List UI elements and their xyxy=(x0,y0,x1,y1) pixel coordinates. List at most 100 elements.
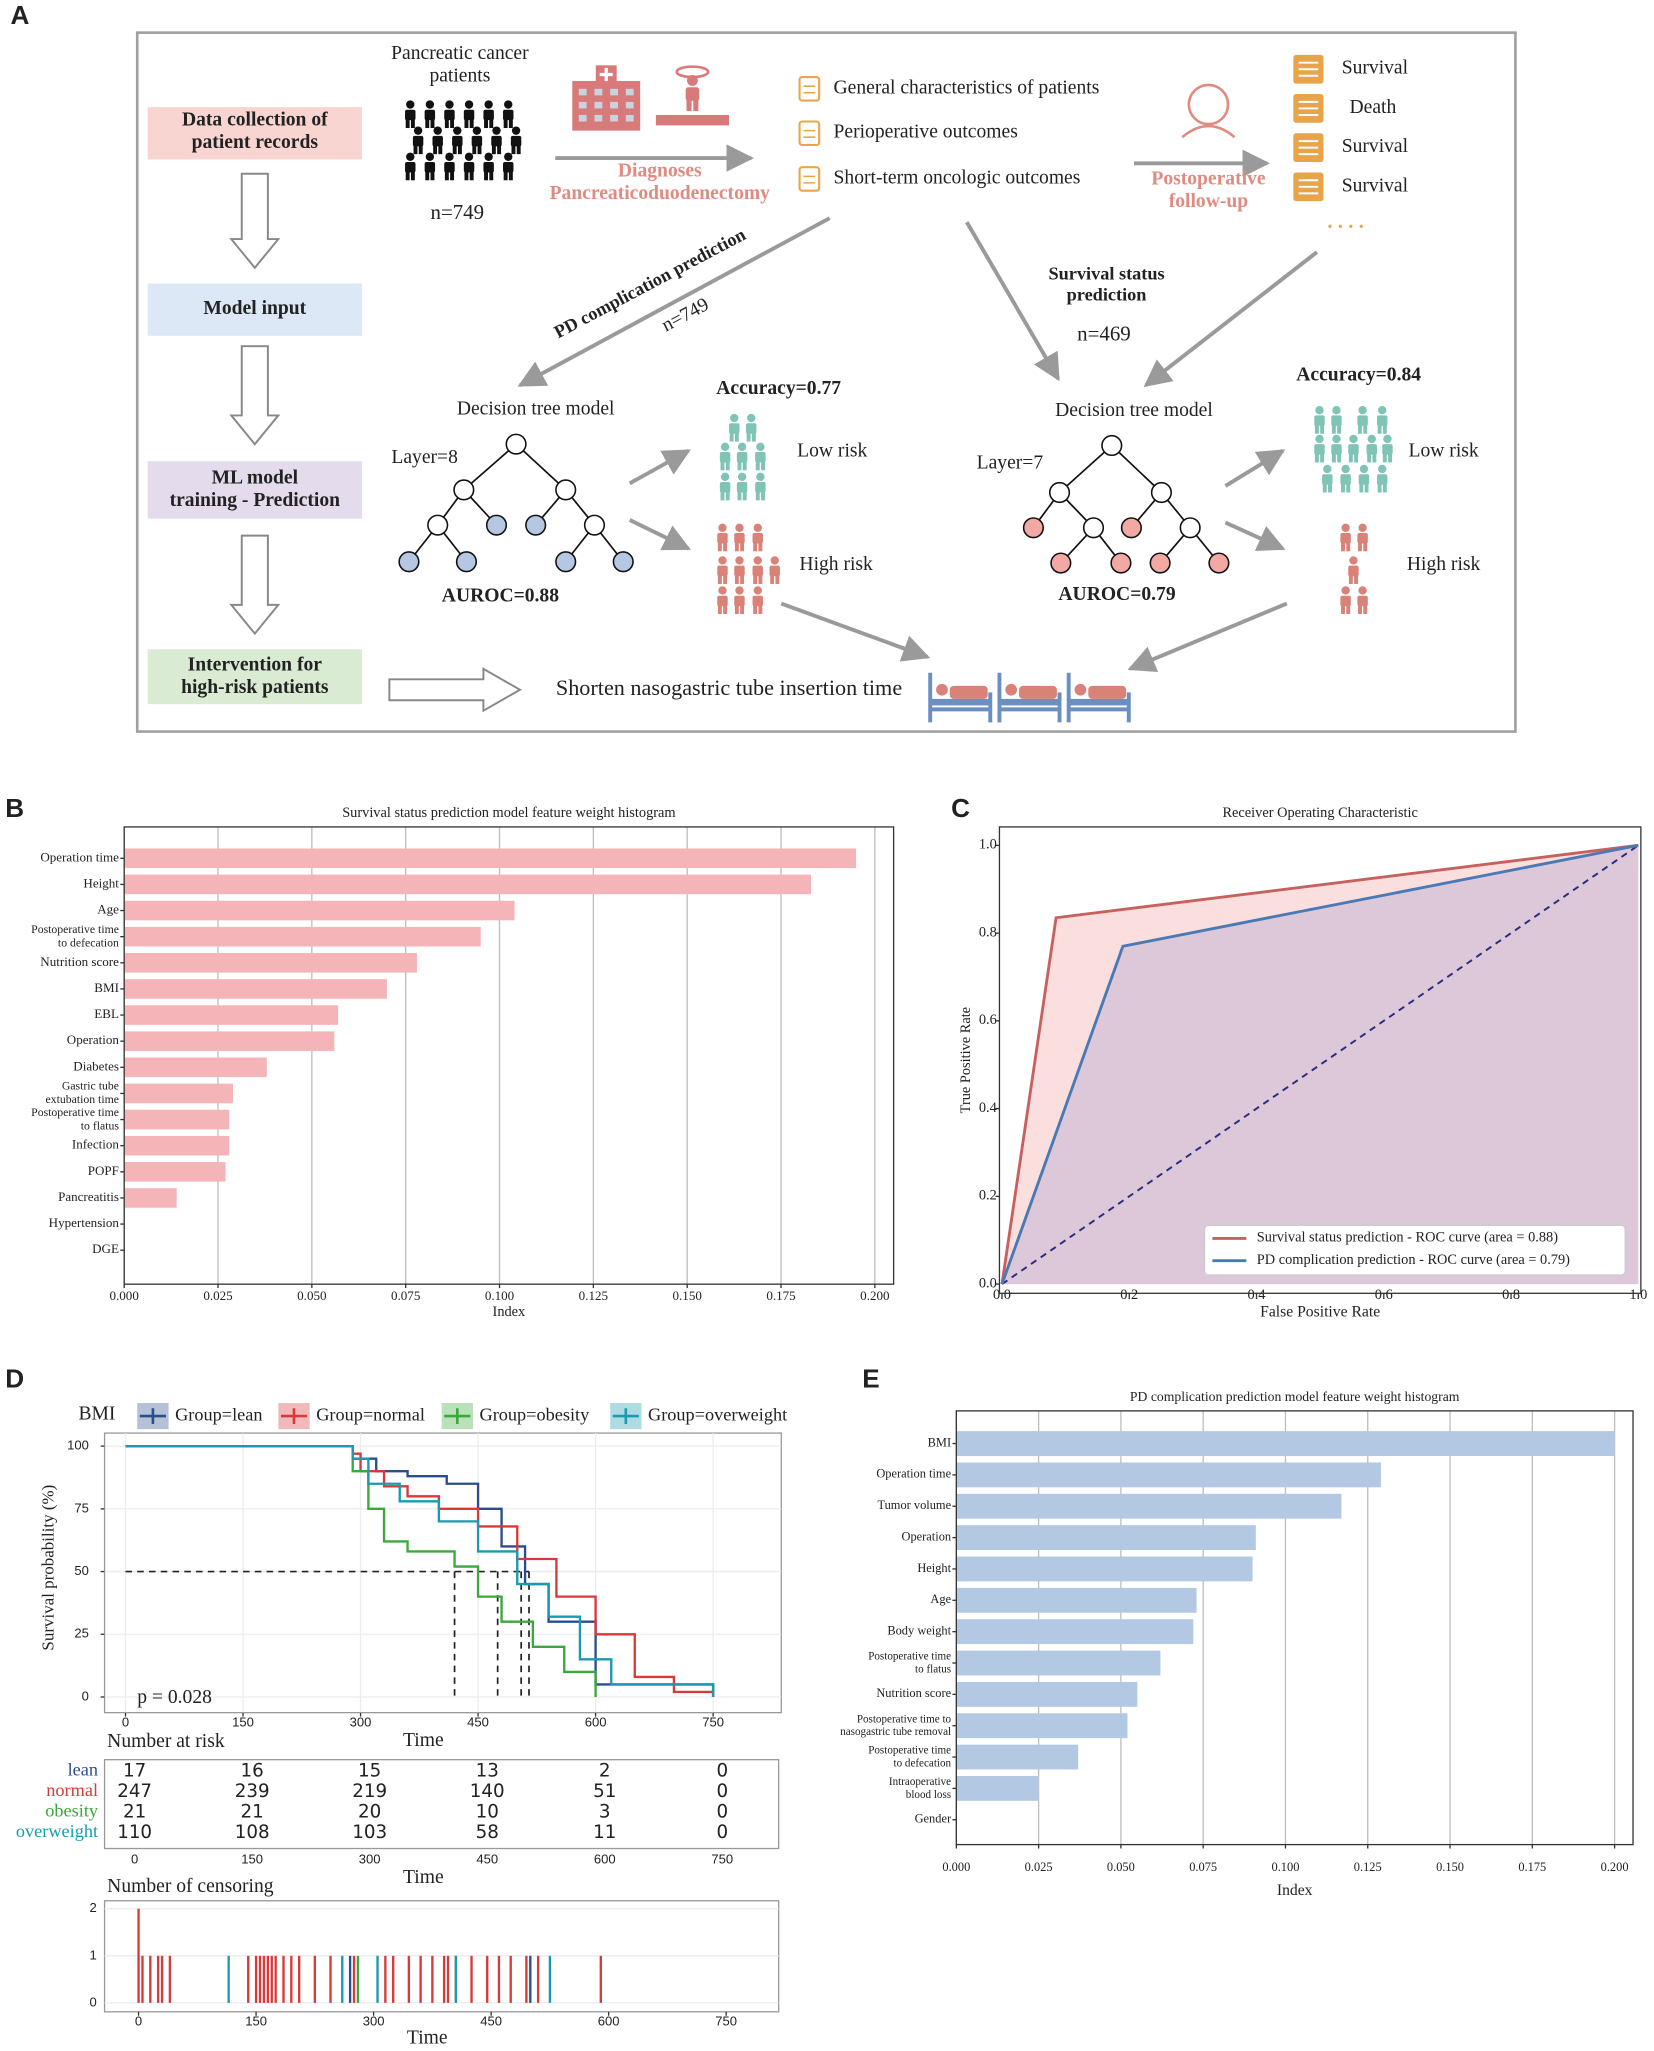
y-tick-label: 0 xyxy=(89,1994,96,2009)
person-leg xyxy=(1331,453,1336,463)
tree-node xyxy=(1150,481,1173,504)
person-head xyxy=(1341,523,1350,532)
x-tick-label: 450 xyxy=(476,1852,498,1867)
y-tick-label: 1.0 xyxy=(979,837,997,853)
person-leg xyxy=(734,604,739,614)
hospital-window xyxy=(594,101,603,109)
arrow xyxy=(628,518,691,551)
person-icon xyxy=(1331,406,1342,434)
person-leg xyxy=(1382,453,1387,463)
person-leg xyxy=(734,542,739,552)
person-icon xyxy=(1382,434,1393,463)
person-body xyxy=(736,482,748,493)
risk-row-label: obesity xyxy=(45,1801,99,1821)
risk-value: 20 xyxy=(358,1801,381,1822)
person-head xyxy=(735,586,744,595)
risk-label: High risk xyxy=(1407,554,1481,575)
person-leg xyxy=(484,118,488,129)
x-tick-label: 0.2 xyxy=(1120,1287,1138,1303)
person-head xyxy=(737,442,747,451)
risk-value: 13 xyxy=(476,1760,499,1781)
step-box xyxy=(147,461,362,519)
bar xyxy=(956,1744,1079,1770)
x-tick-label: 600 xyxy=(585,1715,607,1730)
tree-node xyxy=(505,433,527,455)
y-tick-label: Infection xyxy=(72,1137,120,1152)
plot-background xyxy=(103,1432,782,1714)
person-head xyxy=(718,586,727,595)
x-tick-label: 450 xyxy=(480,2014,502,2029)
step-label: Intervention for high-risk patients xyxy=(181,654,329,698)
x-tick-label: 0.175 xyxy=(1518,1860,1546,1874)
person-leg xyxy=(693,99,699,112)
y-tick-label: Postoperative time to defecation xyxy=(31,923,119,950)
clipboard-lines xyxy=(803,129,816,138)
person-head xyxy=(504,100,513,109)
person-icon xyxy=(719,442,731,471)
legend-label: Group=overweight xyxy=(648,1404,787,1424)
risk-label: High risk xyxy=(799,554,873,575)
bar xyxy=(124,900,515,921)
bed-patient-body xyxy=(1088,685,1127,699)
y-tick-label: Postoperative time to flatus xyxy=(31,1106,119,1133)
outcome-label: Perioperative outcomes xyxy=(834,122,1018,143)
person-body xyxy=(752,532,763,544)
x-tick-label: 0.100 xyxy=(1272,1860,1300,1874)
person-body xyxy=(1382,444,1393,455)
risk-value: 21 xyxy=(123,1801,146,1822)
legend-key-line xyxy=(612,1408,639,1424)
bed-mattress xyxy=(999,698,1060,706)
person-body xyxy=(719,452,731,463)
x-tick-label: 0.150 xyxy=(673,1288,703,1303)
tree-node xyxy=(612,551,634,573)
person-leg xyxy=(1363,604,1368,614)
step-label: ML model training - Prediction xyxy=(170,467,341,511)
hollow-arrow xyxy=(229,172,281,270)
y-tick-label: Operation xyxy=(901,1529,951,1543)
tree-node xyxy=(525,514,547,536)
person-body xyxy=(746,423,757,434)
person-head xyxy=(433,126,442,135)
risk-value: 0 xyxy=(716,1781,728,1802)
intervention-label: Shorten nasogastric tube insertion time xyxy=(556,675,902,700)
y-tick-label: 0.8 xyxy=(979,924,997,940)
person-icon xyxy=(503,100,514,129)
y-tick-label: POPF xyxy=(88,1163,119,1178)
x-tick-label: 150 xyxy=(232,1715,254,1730)
person-head xyxy=(753,556,762,565)
hospital-window xyxy=(625,88,634,96)
tree-edge xyxy=(463,443,517,491)
person-leg xyxy=(430,171,435,181)
person-leg xyxy=(1363,424,1368,434)
person-body xyxy=(769,565,780,577)
person-leg xyxy=(723,542,728,552)
x-tick-label: 0.4 xyxy=(1248,1287,1266,1303)
y-tick-label: BMI xyxy=(94,980,119,995)
person-leg xyxy=(444,171,449,181)
person-leg xyxy=(1367,453,1372,463)
tree-node xyxy=(1022,517,1044,539)
person-head xyxy=(464,100,474,109)
model-auroc: AUROC=0.88 xyxy=(442,586,559,607)
y-tick-label: Intraoperative blood loss xyxy=(889,1776,951,1801)
bar xyxy=(124,874,812,895)
person-head xyxy=(1358,406,1367,415)
model-auroc: AUROC=0.79 xyxy=(1058,584,1175,605)
person-leg xyxy=(469,118,474,129)
person-icon xyxy=(729,413,740,442)
person-leg xyxy=(723,604,728,614)
person-body xyxy=(1348,565,1359,577)
person-leg xyxy=(737,491,742,501)
person-icon xyxy=(452,126,463,155)
tree-node xyxy=(1101,434,1123,457)
person-leg xyxy=(737,461,742,471)
person-head xyxy=(1349,434,1358,444)
person-leg xyxy=(720,491,725,501)
y-tick-label: EBL xyxy=(94,1006,119,1021)
y-tick-label: Tumor volume xyxy=(877,1498,951,1512)
person-leg xyxy=(725,461,730,471)
risk-row-label: normal xyxy=(46,1780,98,1800)
bar xyxy=(956,1587,1197,1613)
person-body xyxy=(412,135,424,147)
person-leg xyxy=(444,118,449,129)
